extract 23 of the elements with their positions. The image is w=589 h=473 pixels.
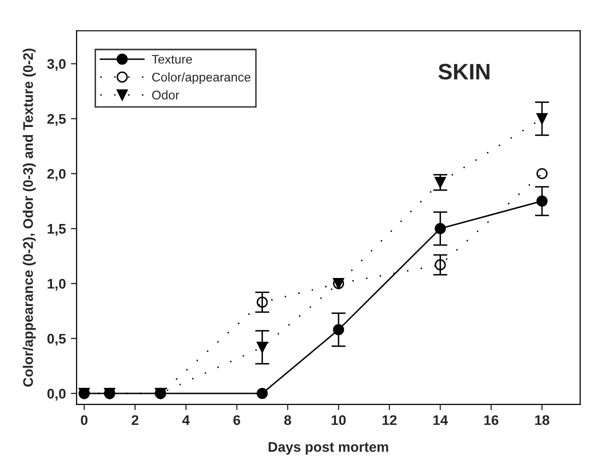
y-tick-label: 3,0 — [47, 59, 66, 71]
x-tick-label: 4 — [182, 415, 190, 425]
x-tick-label: 12 — [382, 415, 397, 425]
y-tick-label: 1,0 — [48, 278, 66, 291]
x-tick-label: 8 — [284, 415, 292, 426]
x-tick-label: 0 — [80, 415, 88, 426]
x-tick-label: 18 — [535, 415, 550, 426]
annotation: SKIN — [438, 64, 490, 80]
x-tick-label: 2 — [132, 415, 138, 425]
y-axis-title: Color/appearance (0-2), Odor (0-3) and Texture (0-2) — [22, 48, 36, 387]
x-tick-label: 16 — [484, 415, 498, 426]
legend-label: Odor — [152, 90, 180, 100]
x-tick-label: 6 — [233, 415, 240, 426]
y-tick-label: 2,5 — [47, 114, 66, 126]
x-tick-label: 14 — [433, 415, 448, 425]
x-axis-title: Days post mortem — [268, 442, 388, 455]
legend-label: Color/appearance — [152, 72, 250, 84]
y-tick-label: 0,0 — [47, 388, 66, 401]
y-tick-label: 2,0 — [47, 168, 66, 181]
legend-label: Texture — [152, 54, 192, 64]
y-tick-label: 0,5 — [47, 334, 66, 346]
x-tick-label: 10 — [332, 415, 346, 426]
y-tick-label: 1,5 — [48, 224, 66, 236]
